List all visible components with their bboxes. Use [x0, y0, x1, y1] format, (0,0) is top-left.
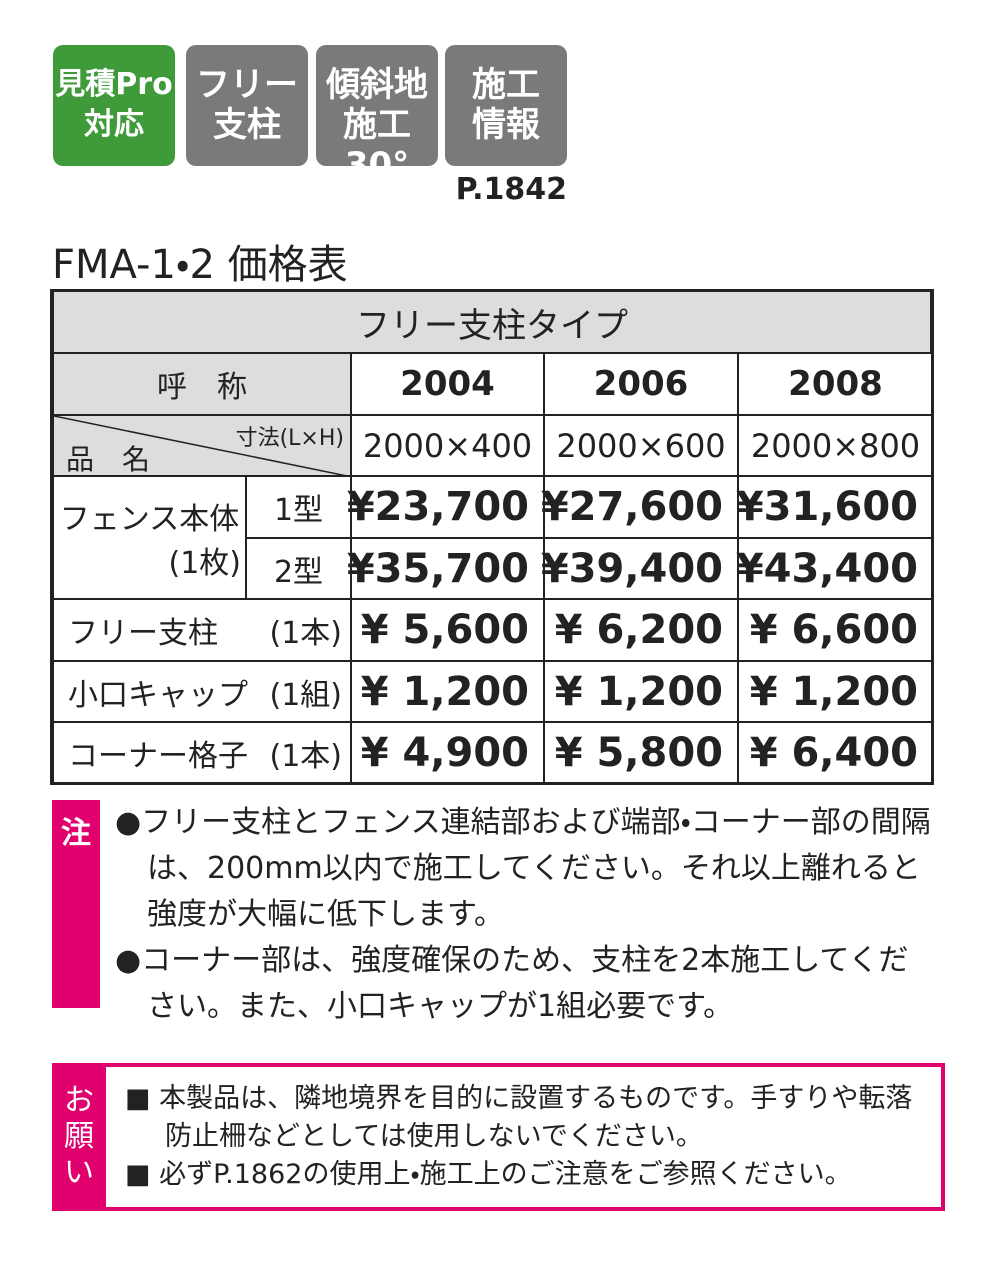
column-code: 2008	[737, 352, 934, 416]
item-unit: (1本)	[269, 738, 343, 774]
request-item: ■ 本製品は、隣地境界を目的に設置するものです。手すりや転落防止柵などとしては使…	[125, 1083, 913, 1152]
price: ¥ 6,200	[543, 598, 739, 662]
size-label: 寸法(L×H)	[235, 426, 344, 451]
price: ¥ 6,600	[737, 598, 934, 662]
badge-line: 対応	[84, 107, 144, 142]
badge-line: 情報	[472, 105, 540, 145]
price: ¥ 1,200	[737, 660, 934, 723]
request-body: ■ 本製品は、隣地境界を目的に設置するものです。手すりや転落防止柵などとしては使…	[125, 1080, 930, 1194]
item-name-text: コーナー格子	[68, 738, 248, 774]
price: ¥ 5,800	[543, 721, 739, 784]
price: ¥ 6,400	[737, 721, 934, 784]
name-label: 呼 称	[52, 352, 352, 416]
badge: 施工 情報	[445, 45, 567, 166]
fence-unit: (1枚)	[168, 545, 242, 581]
column-code: 2004	[350, 352, 545, 416]
price: ¥31,600	[736, 475, 934, 539]
column-size: 2000×600	[543, 414, 739, 477]
item-name-text: フリー支柱	[68, 616, 218, 651]
price: ¥ 1,200	[543, 660, 739, 723]
type-header: フリー支柱タイプ	[52, 290, 932, 354]
note-item: ●フリー支柱とフェンス連結部および端部・コーナー部の間隔は、200mm以内で施工…	[115, 805, 931, 932]
price: ¥35,700	[347, 537, 545, 600]
note-item: ●コーナー部は、強度確保のため、支柱を2本施工してください。また、小口キャップが…	[115, 943, 909, 1024]
product-cell: 品 名 寸法(L×H)	[52, 414, 352, 477]
price: ¥ 5,600	[350, 598, 545, 662]
fence-type: 2型	[245, 537, 352, 600]
item-name-text: 小口キャップ	[68, 677, 248, 713]
title: FMA-1・2 価格表	[52, 242, 348, 288]
column-code: 2006	[543, 352, 739, 416]
price: ¥27,600	[541, 475, 739, 539]
notes-tab: 注	[52, 800, 100, 1008]
badge: 見積Pro 対応	[53, 45, 175, 166]
item-unit: (1組)	[269, 677, 343, 713]
diagonal	[54, 416, 352, 477]
notes-body: ●フリー支柱とフェンス連結部および端部・コーナー部の間隔は、200mm以内で施工…	[115, 800, 935, 1030]
price: ¥39,400	[541, 537, 739, 600]
price: ¥43,400	[736, 537, 934, 600]
badge: フリー 支柱	[186, 45, 308, 166]
price: ¥ 1,200	[350, 660, 545, 723]
badge-line: 支柱	[213, 105, 281, 145]
badge-line: 見積Pro	[55, 67, 173, 102]
badge-line: 傾斜地	[326, 65, 428, 105]
fence-type: 1型	[245, 475, 352, 539]
request-item: ■ 必ずP.1862の使用上・施工上のご注意をご参照ください。	[125, 1159, 852, 1190]
product-label: 品 名	[66, 443, 151, 476]
badge-line: 施工	[472, 65, 540, 105]
page-ref: P.1842	[455, 172, 567, 207]
price: ¥ 4,900	[350, 721, 545, 784]
item-name: 小口キャップ (1組)	[52, 660, 352, 723]
item-unit: (1本)	[269, 616, 343, 651]
column-size: 2000×400	[350, 414, 545, 477]
badge-line: フリー	[196, 65, 298, 105]
column-size: 2000×800	[737, 414, 934, 477]
request-tab: お願い	[52, 1063, 106, 1211]
item-name: フリー支柱 (1本)	[52, 598, 352, 662]
badge: 傾斜地 施工30°	[316, 45, 438, 185]
item-name: コーナー格子 (1本)	[52, 721, 352, 784]
badge-line: 施工30°	[343, 105, 411, 185]
price: ¥23,700	[347, 475, 545, 539]
fence-name-text: フェンス本体	[59, 501, 240, 537]
fence-name: フェンス本体 (1枚)	[52, 475, 247, 600]
